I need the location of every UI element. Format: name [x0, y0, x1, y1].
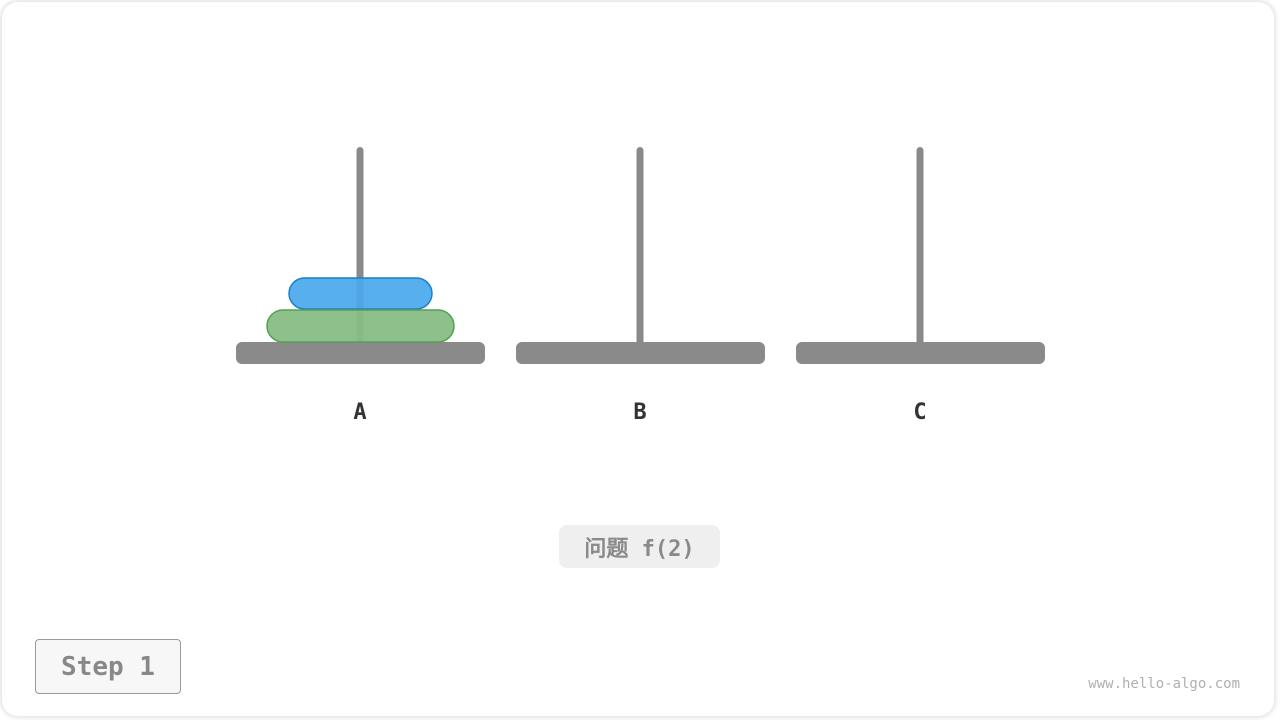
- base-b: [516, 342, 765, 364]
- base-a: [236, 342, 485, 364]
- pole-b: [636, 147, 644, 347]
- pole-c: [916, 147, 924, 347]
- problem-badge: 问题 f(2): [559, 525, 720, 568]
- peg-label-c: C: [913, 400, 927, 425]
- peg-label-a: A: [353, 400, 367, 425]
- watermark: www.hello-algo.com: [1088, 676, 1240, 692]
- base-c: [796, 342, 1045, 364]
- step-indicator: Step 1: [35, 639, 181, 694]
- peg-c: [796, 147, 1045, 364]
- peg-label-b: B: [633, 400, 647, 425]
- disk-small: [288, 277, 433, 310]
- disk-large: [266, 309, 455, 343]
- peg-b: [516, 147, 765, 364]
